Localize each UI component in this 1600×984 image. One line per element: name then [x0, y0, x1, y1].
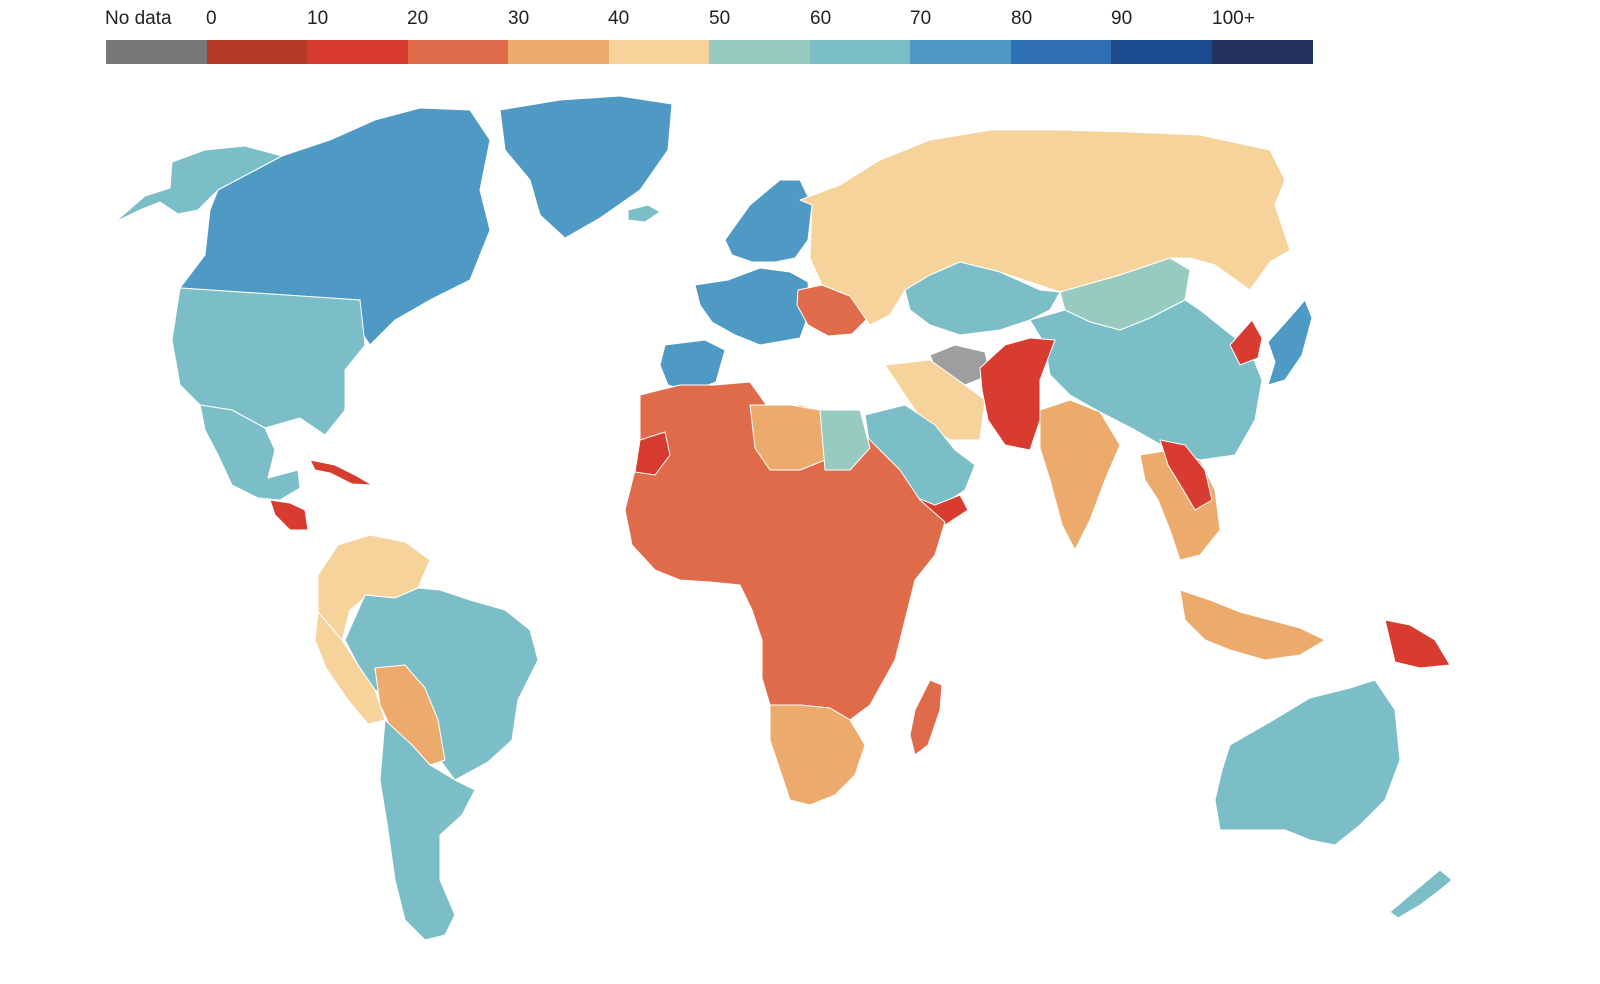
legend-swatch-9: [1010, 40, 1112, 64]
color-legend: No data 0 10 20 30 40 50 60 70 80 90 100…: [0, 0, 1600, 70]
world-map: [114, 95, 1453, 941]
region-egypt: [819, 409, 871, 471]
region-kazakhstan: [904, 261, 1061, 336]
legend-swatch-7: [809, 40, 911, 64]
legend-swatch-11: [1211, 40, 1313, 64]
legend-no-data-label: No data: [105, 8, 172, 29]
region-libya: [749, 404, 826, 471]
legend-tick-100-plus: 100+: [1212, 8, 1255, 29]
legend-swatch-4: [508, 40, 609, 64]
legend-tick-80: 80: [1011, 8, 1033, 29]
region-china: [1029, 299, 1263, 461]
region-japan: [1267, 299, 1313, 386]
region-bolivia-paraguay: [374, 664, 446, 766]
region-iceland: [627, 204, 661, 223]
legend-swatch-3: [407, 40, 509, 64]
legend-tick-20: 20: [407, 8, 429, 29]
region-india: [1039, 399, 1121, 551]
region-north-africa-sub-saharan-africa: [624, 381, 946, 721]
regions-layer: [114, 95, 1453, 941]
legend-swatch-1: [206, 40, 308, 64]
region-spain: [659, 339, 726, 393]
region-central-america: [269, 499, 309, 531]
region-scandinavia: [724, 179, 813, 263]
region-cuba: [309, 459, 373, 486]
legend-tick-70: 70: [910, 8, 932, 29]
region-western-europe: [694, 267, 811, 346]
region-argentina-chile: [379, 719, 476, 941]
legend-swatch-8: [910, 40, 1011, 64]
region-peru: [314, 611, 386, 725]
region-papua-new-guinea: [1384, 619, 1451, 669]
legend-tick-30: 30: [508, 8, 530, 29]
legend-swatch-6: [709, 40, 810, 64]
region-korean-peninsula: [1229, 319, 1263, 366]
region-new-zealand: [1389, 869, 1453, 919]
region-united-states: [171, 287, 366, 436]
region-australia: [1214, 679, 1401, 846]
legend-tick-0: 0: [206, 8, 217, 29]
legend-swatch-0: [106, 40, 207, 64]
region-southern-africa: [769, 704, 866, 806]
region-iran: [884, 359, 986, 441]
region-indonesia: [1179, 589, 1326, 661]
legend-tick-40: 40: [608, 8, 630, 29]
legend-swatch-5: [608, 40, 710, 64]
legend-swatch-2: [307, 40, 408, 64]
legend-tick-90: 90: [1111, 8, 1133, 29]
legend-tick-60: 60: [810, 8, 832, 29]
legend-tick-50: 50: [709, 8, 731, 29]
region-laos-myanmar: [1159, 439, 1213, 511]
region-greenland: [499, 95, 673, 239]
region-madagascar: [909, 679, 943, 756]
region-russia: [799, 129, 1291, 326]
region-western-sahara: [634, 431, 671, 476]
region-alaska: [114, 145, 283, 223]
region-mexico: [199, 404, 301, 501]
legend-swatch-10: [1111, 40, 1212, 64]
legend-tick-10: 10: [307, 8, 329, 29]
